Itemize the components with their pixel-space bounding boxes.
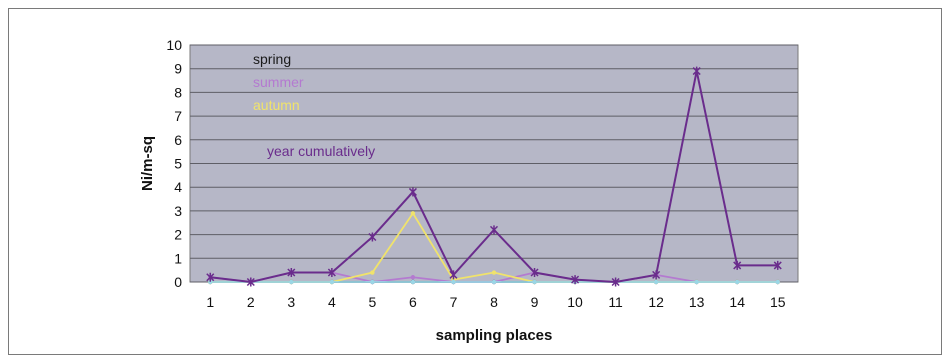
y-tick-label: 7: [174, 108, 182, 124]
x-axis-ticks: 1 2 3 4 5 6 7 8 9 10 11 12 13 14 15: [206, 294, 785, 310]
gridlines: [190, 44, 798, 283]
data-point: [370, 279, 375, 285]
data-point: [775, 279, 780, 285]
x-tick-label: 10: [567, 294, 583, 310]
data-point: [206, 272, 215, 282]
legend-label: autumn: [253, 97, 300, 113]
data-point: [451, 279, 456, 285]
data-point: [652, 270, 661, 280]
x-tick-label: 4: [328, 294, 336, 310]
x-tick-label: 9: [531, 294, 539, 310]
legend: spring summer autumn year cumulatively: [253, 51, 375, 159]
x-tick-label: 3: [287, 294, 295, 310]
x-axis-title: sampling places: [436, 327, 553, 344]
x-tick-label: 6: [409, 294, 417, 310]
data-point: [368, 232, 377, 242]
data-point: [329, 279, 335, 285]
y-tick-label: 4: [174, 179, 182, 195]
data-point: [287, 268, 296, 278]
data-point: [370, 270, 375, 275]
data-point: [208, 279, 213, 285]
data-point: [491, 270, 497, 275]
x-tick-label: 14: [729, 294, 745, 310]
y-tick-label: 9: [174, 61, 182, 77]
legend-label: summer: [253, 74, 304, 90]
y-tick-label: 8: [174, 84, 182, 100]
series-year-cumulatively: [206, 66, 782, 287]
data-point: [410, 275, 416, 280]
data-point: [692, 66, 701, 76]
legend-label: spring: [253, 51, 291, 67]
y-tick-label: 3: [174, 203, 182, 219]
y-tick-label: 6: [174, 132, 182, 148]
y-tick-label: 1: [174, 250, 182, 266]
data-point: [410, 279, 416, 285]
x-tick-label: 2: [247, 294, 255, 310]
data-point: [449, 270, 458, 280]
x-tick-label: 5: [369, 294, 377, 310]
data-point: [571, 275, 580, 285]
x-tick-label: 13: [689, 294, 705, 310]
data-point: [694, 279, 699, 285]
data-point: [735, 279, 740, 285]
data-point: [289, 279, 294, 285]
data-point: [246, 277, 255, 287]
data-point: [410, 211, 416, 216]
y-tick-label: 10: [166, 37, 182, 53]
data-point: [532, 279, 537, 285]
series-lines: [206, 66, 782, 287]
x-tick-label: 11: [608, 294, 623, 310]
y-tick-label: 0: [174, 274, 182, 290]
y-tick-label: 5: [174, 156, 182, 172]
x-tick-label: 15: [770, 294, 786, 310]
x-tick-label: 7: [450, 294, 458, 310]
x-tick-label: 8: [490, 294, 498, 310]
x-tick-label: 12: [648, 294, 664, 310]
data-point: [773, 260, 782, 270]
data-point: [489, 225, 499, 235]
data-point: [408, 187, 417, 197]
data-point: [653, 279, 659, 285]
y-axis-title: Ni/m-sq: [139, 136, 156, 191]
x-tick-label: 1: [206, 294, 214, 310]
data-point: [611, 277, 620, 287]
data-point: [733, 260, 742, 270]
legend-label: year cumulatively: [267, 143, 375, 159]
y-tick-label: 2: [174, 227, 182, 243]
data-point: [530, 268, 539, 278]
data-point: [491, 279, 497, 285]
data-point: [327, 268, 336, 278]
y-axis-ticks: 0 1 2 3 4 5 6 7 8 9 10: [166, 37, 182, 290]
series-unnamed-3: [208, 279, 780, 285]
